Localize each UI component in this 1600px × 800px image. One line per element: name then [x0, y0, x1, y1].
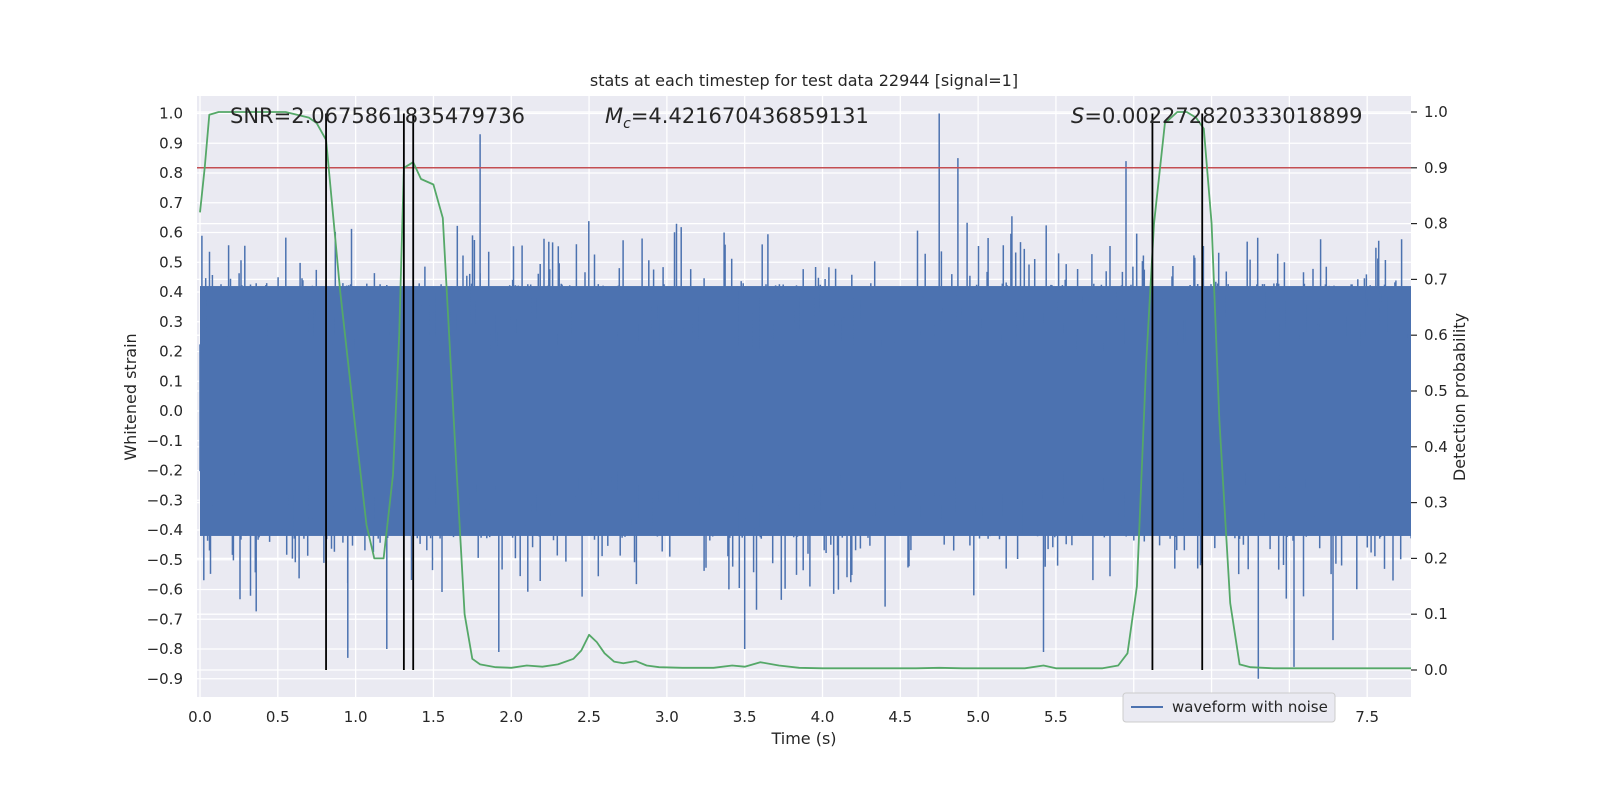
y-tick-label-left: 0.7	[159, 194, 183, 212]
y-tick-label-left: 0.8	[159, 164, 183, 182]
y-axis-right-label: Detection probability	[1450, 313, 1469, 481]
y-tick-label-right: 1.0	[1424, 103, 1448, 121]
y-tick-label-left: −0.5	[147, 551, 183, 569]
y-tick-label-left: −0.9	[147, 670, 183, 688]
y-tick-label-right: 0.1	[1424, 605, 1448, 623]
x-tick-label: 0.0	[188, 708, 212, 726]
y-tick-label-left: −0.1	[147, 432, 183, 450]
overlay-lines	[197, 111, 1411, 670]
s-annotation: S=0.002272820333018899	[1071, 104, 1362, 128]
y-tick-label-right: 0.6	[1424, 326, 1448, 344]
x-tick-label: 0.5	[266, 708, 290, 726]
s-symbol: S	[1071, 104, 1084, 128]
x-tick-label: 7.5	[1355, 708, 1379, 726]
legend-label-waveform: waveform with noise	[1172, 698, 1328, 716]
x-tick-label: 4.5	[888, 708, 912, 726]
x-axis-label: Time (s)	[770, 729, 836, 748]
y-tick-label-right: 0.9	[1424, 159, 1448, 177]
y-tick-label-left: −0.2	[147, 462, 183, 480]
y-tick-label-left: 0.4	[159, 283, 183, 301]
y-tick-label-left: 1.0	[159, 105, 183, 123]
y-tick-label-right: 0.7	[1424, 270, 1448, 288]
y-axis-left-ticks: 1.0 0.9 0.8 0.7 0.6 0.5 0.4 0.3 0.2 0.1 0.0 −0.1 −0.…	[147, 105, 183, 688]
y-tick-label-left: 0.1	[159, 372, 183, 390]
detection-probability-line	[199, 111, 1411, 670]
x-tick-label: 5.0	[966, 708, 990, 726]
x-tick-label: 3.0	[655, 708, 679, 726]
waveform-with-noise-line	[199, 113, 1411, 679]
legend-box	[1122, 692, 1336, 723]
x-tick-label: 5.5	[1044, 708, 1068, 726]
y-tick-label-left: −0.4	[147, 521, 183, 539]
x-tick-label: 2.0	[499, 708, 523, 726]
y-tick-label-left: 0.3	[159, 313, 183, 331]
x-tick-label: 3.5	[733, 708, 757, 726]
legend: waveform with noise	[1122, 692, 1336, 723]
x-tick-label: 1.0	[344, 708, 368, 726]
y-tick-label-right: 0.8	[1424, 215, 1448, 233]
y-tick-label-left: 0.0	[159, 402, 183, 420]
y-tick-label-right: 0.2	[1424, 549, 1448, 567]
s-value: =0.002272820333018899	[1084, 104, 1362, 128]
y-tick-label-right: 0.0	[1424, 661, 1448, 679]
x-tick-label: 4.0	[811, 708, 835, 726]
y-axis-left-label: Whitened strain	[121, 333, 140, 460]
x-tick-label: 1.5	[422, 708, 446, 726]
y-tick-label-left: 0.6	[159, 224, 183, 242]
chirp-mass-value: =4.421670436859131	[631, 104, 869, 128]
chart-title: stats at each timestep for test data 229…	[590, 71, 1018, 90]
snr-annotation: SNR=2.0675861835479736	[230, 104, 525, 128]
y-tick-label-right: 0.5	[1424, 382, 1448, 400]
y-tick-label-left: −0.6	[147, 581, 183, 599]
x-tick-label: 2.5	[577, 708, 601, 726]
y-tick-label-left: 0.2	[159, 343, 183, 361]
y-tick-label-left: −0.7	[147, 610, 183, 628]
y-axis-right-ticks: 1.0 0.9 0.8 0.7 0.6 0.5 0.4 0.3 0.2 0.1 0.0	[1411, 103, 1448, 679]
y-tick-label-left: −0.8	[147, 640, 183, 658]
y-tick-label-right: 0.4	[1424, 438, 1448, 456]
y-tick-label-right: 0.3	[1424, 494, 1448, 512]
chirp-mass-subscript: c	[623, 116, 631, 132]
waveform-with-noise-series	[199, 113, 1411, 679]
y-tick-label-left: 0.5	[159, 253, 183, 271]
chirp-mass-annotation: Mc=4.421670436859131	[605, 104, 869, 132]
chirp-mass-symbol: M	[605, 104, 623, 128]
y-tick-label-left: 0.9	[159, 134, 183, 152]
y-tick-label-left: −0.3	[147, 491, 183, 509]
